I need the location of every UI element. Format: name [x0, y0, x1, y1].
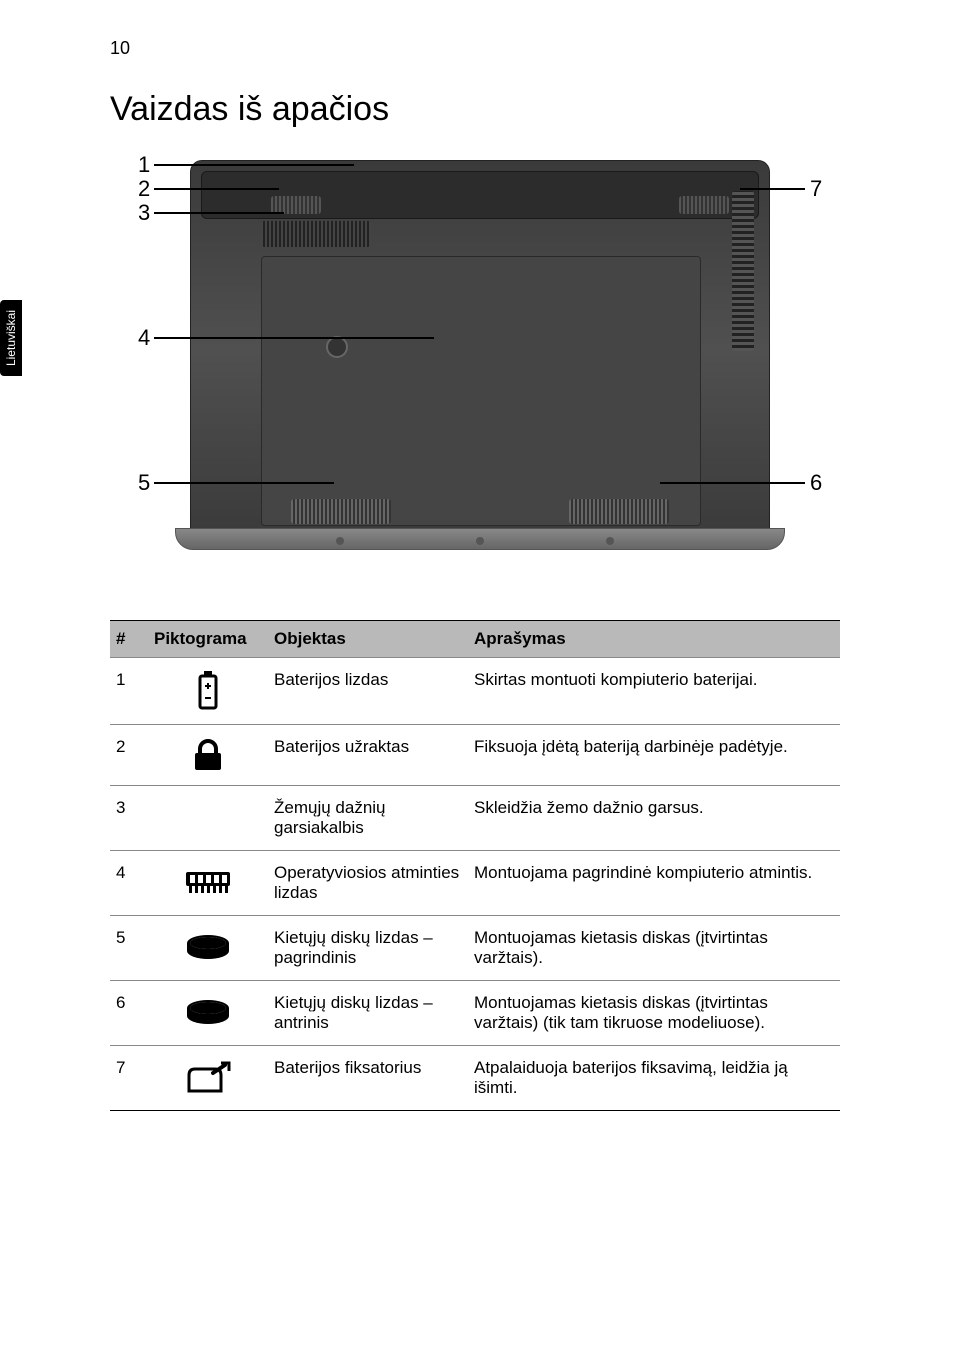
cell-obj: Žemųjų dažnių garsiakalbis: [268, 786, 468, 851]
cell-desc: Atpalaiduoja baterijos fiksavimą, leidži…: [468, 1046, 840, 1111]
release-icon: [148, 1046, 268, 1111]
table-header-row: # Piktograma Objektas Aprašymas: [110, 621, 840, 658]
memory-icon: [148, 851, 268, 916]
cell-num: 4: [110, 851, 148, 916]
no-icon: [148, 786, 268, 851]
callout-4: 4: [138, 325, 150, 351]
col-num: #: [110, 621, 148, 658]
callout-line: [154, 164, 354, 166]
cell-num: 7: [110, 1046, 148, 1111]
callout-line: [154, 337, 434, 339]
subwoofer-grill: [261, 221, 371, 247]
hdd-icon: [148, 916, 268, 981]
callout-line: [154, 482, 334, 484]
parts-table: # Piktograma Objektas Aprašymas 1 Bateri…: [110, 620, 840, 1111]
cell-num: 5: [110, 916, 148, 981]
cell-desc: Montuojamas kietasis diskas (įtvirtintas…: [468, 981, 840, 1046]
callout-5: 5: [138, 470, 150, 496]
language-tab: Lietuviškai: [0, 300, 22, 376]
cell-desc: Skirtas montuoti kompiuterio baterijai.: [468, 658, 840, 725]
col-obj: Objektas: [268, 621, 468, 658]
cell-desc: Skleidžia žemo dažnio garsus.: [468, 786, 840, 851]
cell-obj: Baterijos užraktas: [268, 725, 468, 786]
table-row: 7 Baterijos fiksatorius Atpalaiduoja bat…: [110, 1046, 840, 1111]
cell-num: 2: [110, 725, 148, 786]
col-icon: Piktograma: [148, 621, 268, 658]
hdd-bay-left: [291, 499, 391, 524]
dot: [606, 537, 614, 545]
cell-desc: Montuojamas kietasis diskas (įtvirtintas…: [468, 916, 840, 981]
vent-right: [732, 191, 754, 351]
callout-1: 1: [138, 152, 150, 178]
battery-release-slider: [679, 196, 729, 214]
lock-icon: [148, 725, 268, 786]
table-row: 2 Baterijos užraktas Fiksuoja įdėtą bate…: [110, 725, 840, 786]
hdd-icon: [148, 981, 268, 1046]
table-row: 4 Operatyviosios atminties lizdas Montuo…: [110, 851, 840, 916]
cell-num: 3: [110, 786, 148, 851]
memory-slot-marker: [326, 336, 348, 358]
battery-icon: [148, 658, 268, 725]
callout-line: [660, 482, 805, 484]
callout-line: [154, 188, 279, 190]
table-row: 3 Žemųjų dažnių garsiakalbis Skleidžia ž…: [110, 786, 840, 851]
callout-2: 2: [138, 176, 150, 202]
callout-line: [740, 188, 805, 190]
table-row: 6 Kietųjų diskų lizdas – antrinis Montuo…: [110, 981, 840, 1046]
cell-obj: Baterijos fiksatorius: [268, 1046, 468, 1111]
callout-line: [154, 212, 284, 214]
cell-obj: Baterijos lizdas: [268, 658, 468, 725]
cell-obj: Kietųjų diskų lizdas – antrinis: [268, 981, 468, 1046]
callout-3: 3: [138, 200, 150, 226]
cell-obj: Operatyviosios atminties lizdas: [268, 851, 468, 916]
table-row: 1 Baterijos lizdas Skirtas montuoti komp…: [110, 658, 840, 725]
bottom-view-diagram: 1 2 3 4 5 7 6: [120, 150, 840, 550]
callout-7: 7: [810, 176, 822, 202]
table-row: 5 Kietųjų diskų lizdas – pagrindinis Mon…: [110, 916, 840, 981]
cell-num: 1: [110, 658, 148, 725]
cell-desc: Montuojama pagrindinė kompiuterio atmint…: [468, 851, 840, 916]
hdd-bay-right: [569, 499, 669, 524]
col-desc: Aprašymas: [468, 621, 840, 658]
cell-desc: Fiksuoja įdėtą bateriją darbinėje padėty…: [468, 725, 840, 786]
page-title: Vaizdas iš apačios: [110, 90, 389, 129]
dot: [476, 537, 484, 545]
front-lip: [175, 528, 785, 550]
dot: [336, 537, 344, 545]
cover-panel: [261, 256, 701, 526]
cell-num: 6: [110, 981, 148, 1046]
callout-6: 6: [810, 470, 822, 496]
cell-obj: Kietųjų diskų lizdas – pagrindinis: [268, 916, 468, 981]
page-number: 10: [110, 38, 130, 59]
